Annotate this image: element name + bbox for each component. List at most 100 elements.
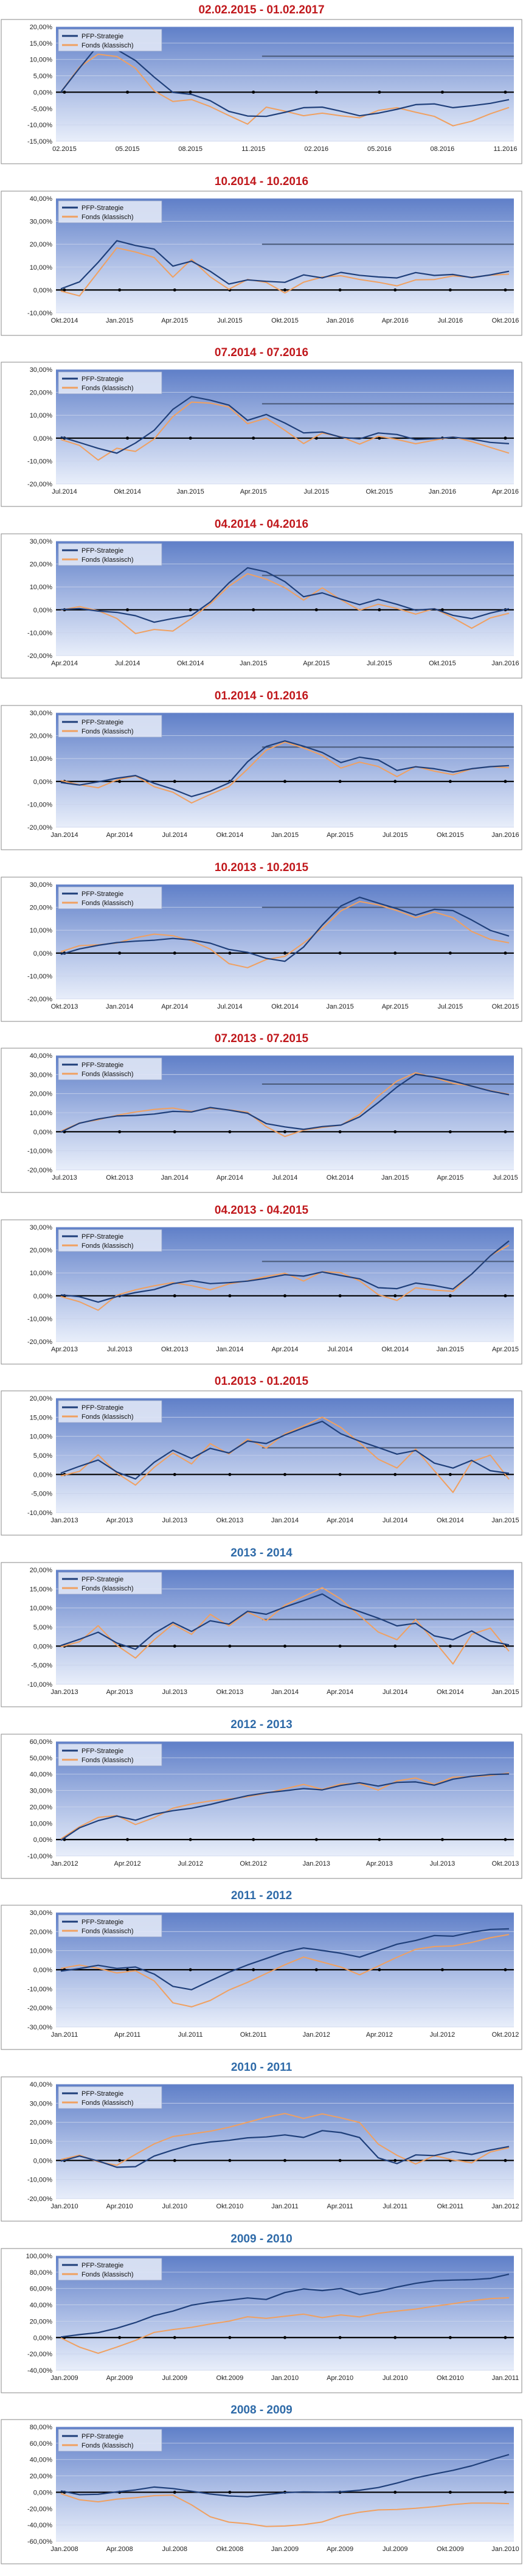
legend-box — [58, 2086, 162, 2109]
legend-box — [58, 1229, 162, 1252]
y-tick-label: 20,00% — [30, 2473, 53, 2480]
legend-label: Fonds (klassisch) — [81, 728, 134, 735]
y-tick-label: -40,00% — [27, 2367, 52, 2375]
x-tick-mark — [283, 1472, 286, 1476]
legend-box — [58, 371, 162, 394]
x-tick-label: Jul.2015 — [438, 1003, 463, 1010]
x-tick-mark — [283, 2158, 286, 2162]
x-tick-label: Jan.2009 — [271, 2546, 299, 2553]
x-tick-label: 11.2015 — [241, 145, 265, 153]
x-tick-label: Okt.2010 — [437, 2375, 464, 2382]
legend-label: PFP-Strategie — [81, 1748, 123, 1755]
y-tick-label: 10,00% — [30, 412, 53, 419]
x-tick-label: Okt.2013 — [492, 1860, 519, 1867]
x-tick-mark — [228, 1472, 232, 1476]
y-tick-label: 20,00% — [30, 2318, 53, 2325]
x-tick-label: Jul.2014 — [272, 1174, 298, 1181]
x-tick-label: Jan.2010 — [50, 2203, 78, 2210]
x-tick-mark — [228, 2158, 232, 2162]
y-tick-label: -60,00% — [27, 2538, 52, 2546]
line-chart: 30,00%20,00%10,00%0,00%-10,00%-20,00%Jul… — [1, 362, 522, 507]
y-tick-label: -10,00% — [27, 629, 52, 637]
x-tick-label: Okt.2014 — [437, 1689, 464, 1696]
chart-panel: 2009 - 2010 100,00% 80,00% 60,00% 40,00% 20,0… — [0, 2229, 523, 2396]
x-tick-label: Okt.2015 — [492, 1003, 519, 1010]
line-chart: 30,00%20,00%10,00%0,00%-10,00%-20,00%Okt… — [1, 877, 522, 1022]
y-tick-label: 60,00% — [30, 1738, 53, 1746]
y-tick-label: -20,00% — [27, 1167, 52, 1174]
legend-label: PFP-Strategie — [81, 33, 123, 40]
legend-box — [58, 29, 162, 52]
legend-box — [58, 2429, 162, 2452]
chart-title: 2013 - 2014 — [230, 1547, 293, 1559]
chart-panel: 10.2013 - 10.2015 30,00% 20,00% 10,00% 0,00%… — [0, 858, 523, 1025]
y-tick-label: -5,00% — [31, 1662, 52, 1670]
y-tick-label: 20,00% — [30, 2119, 53, 2127]
x-tick-label: Apr.2015 — [492, 1346, 519, 1353]
x-tick-mark — [440, 608, 444, 612]
chart-title: 10.2013 - 10.2015 — [214, 861, 309, 874]
line-chart: 60,00% 50,00% 40,00% 30,00% 20,00% 10,00% 0,00… — [1, 1734, 522, 1879]
x-tick-mark — [118, 288, 122, 292]
x-tick-mark — [504, 1838, 507, 1841]
x-tick-mark — [504, 2336, 507, 2339]
x-tick-mark — [393, 951, 397, 955]
x-tick-label: Okt.2013 — [106, 1174, 133, 1181]
x-tick-mark — [393, 2490, 397, 2494]
y-tick-label: -20,00% — [27, 2505, 52, 2513]
x-tick-label: Apr.2015 — [161, 317, 188, 324]
x-tick-label: Jul.2013 — [162, 1517, 187, 1524]
x-tick-label: Jan.2013 — [50, 1517, 78, 1524]
x-tick-label: Jan.2013 — [303, 1860, 330, 1867]
x-tick-mark — [393, 1472, 397, 1476]
chart-title: 2010 - 2011 — [230, 2061, 293, 2074]
y-tick-label: -10,00% — [27, 1510, 52, 1517]
y-tick-label: 40,00% — [30, 2457, 53, 2464]
x-tick-mark — [314, 608, 318, 612]
y-tick-label: 30,00% — [30, 366, 53, 374]
legend-label: Fonds (klassisch) — [81, 1928, 134, 1935]
y-tick-label: -30,00% — [27, 2024, 52, 2031]
x-tick-mark — [448, 1644, 452, 1648]
y-tick-label: -10,00% — [27, 1986, 52, 1993]
chart-panel: 02.02.2015 - 01.02.2017 20,00% 15,00% 10,00… — [0, 0, 523, 167]
legend-box — [58, 1400, 162, 1423]
y-tick-label: 0,00% — [33, 779, 52, 786]
x-tick-mark — [173, 951, 176, 955]
y-tick-label: 30,00% — [30, 2100, 53, 2107]
line-chart: 80,00% 60,00% 40,00% 20,00% 0,00% -20,00% -40,… — [1, 2419, 522, 2564]
y-tick-label: 0,00% — [33, 1129, 52, 1136]
series-line-fonds-klassisch — [60, 247, 510, 297]
line-chart: 40,00%30,00%20,00%10,00%0,00%-10,00%Okt.… — [1, 191, 522, 336]
series-line-fonds-klassisch — [60, 1587, 510, 1665]
y-tick-label: -40,00% — [27, 2522, 52, 2529]
x-tick-label: Jan.2016 — [326, 317, 353, 324]
series-line-fonds-klassisch — [60, 901, 510, 968]
x-tick-mark — [378, 608, 381, 612]
x-tick-label: Okt.2010 — [216, 2203, 244, 2210]
x-tick-label: Jul.2014 — [162, 831, 187, 839]
x-tick-label: Okt.2014 — [177, 660, 204, 667]
y-tick-label: 0,00% — [33, 1836, 52, 1844]
x-tick-mark — [393, 780, 397, 783]
y-tick-label: 15,00% — [30, 1586, 53, 1593]
y-tick-label: 20,00% — [30, 24, 53, 31]
x-tick-label: Jan.2012 — [50, 1860, 78, 1867]
chart-panel: 10.2014 - 10.2016 40,00% 30,00% 20,00% 10,00… — [0, 172, 523, 339]
y-tick-label: 0,00% — [33, 435, 52, 443]
y-tick-label: 0,00% — [33, 2489, 52, 2496]
y-tick-label: 20,00% — [30, 561, 53, 569]
x-tick-mark — [63, 288, 66, 292]
legend-box — [58, 2258, 162, 2281]
x-tick-label: Jul.2015 — [493, 1174, 518, 1181]
x-tick-label: Jan.2016 — [491, 831, 519, 839]
x-tick-mark — [173, 288, 176, 292]
y-tick-label: 30,00% — [30, 1071, 53, 1079]
y-tick-label: 40,00% — [30, 195, 53, 203]
x-tick-mark — [252, 1838, 255, 1841]
series-line-pfp-strategie — [60, 896, 510, 962]
x-tick-label: Okt.2015 — [437, 831, 464, 839]
y-tick-label: -10,00% — [27, 1681, 52, 1689]
x-tick-label: Jul.2013 — [162, 1689, 187, 1696]
x-tick-label: Okt.2015 — [366, 488, 393, 495]
